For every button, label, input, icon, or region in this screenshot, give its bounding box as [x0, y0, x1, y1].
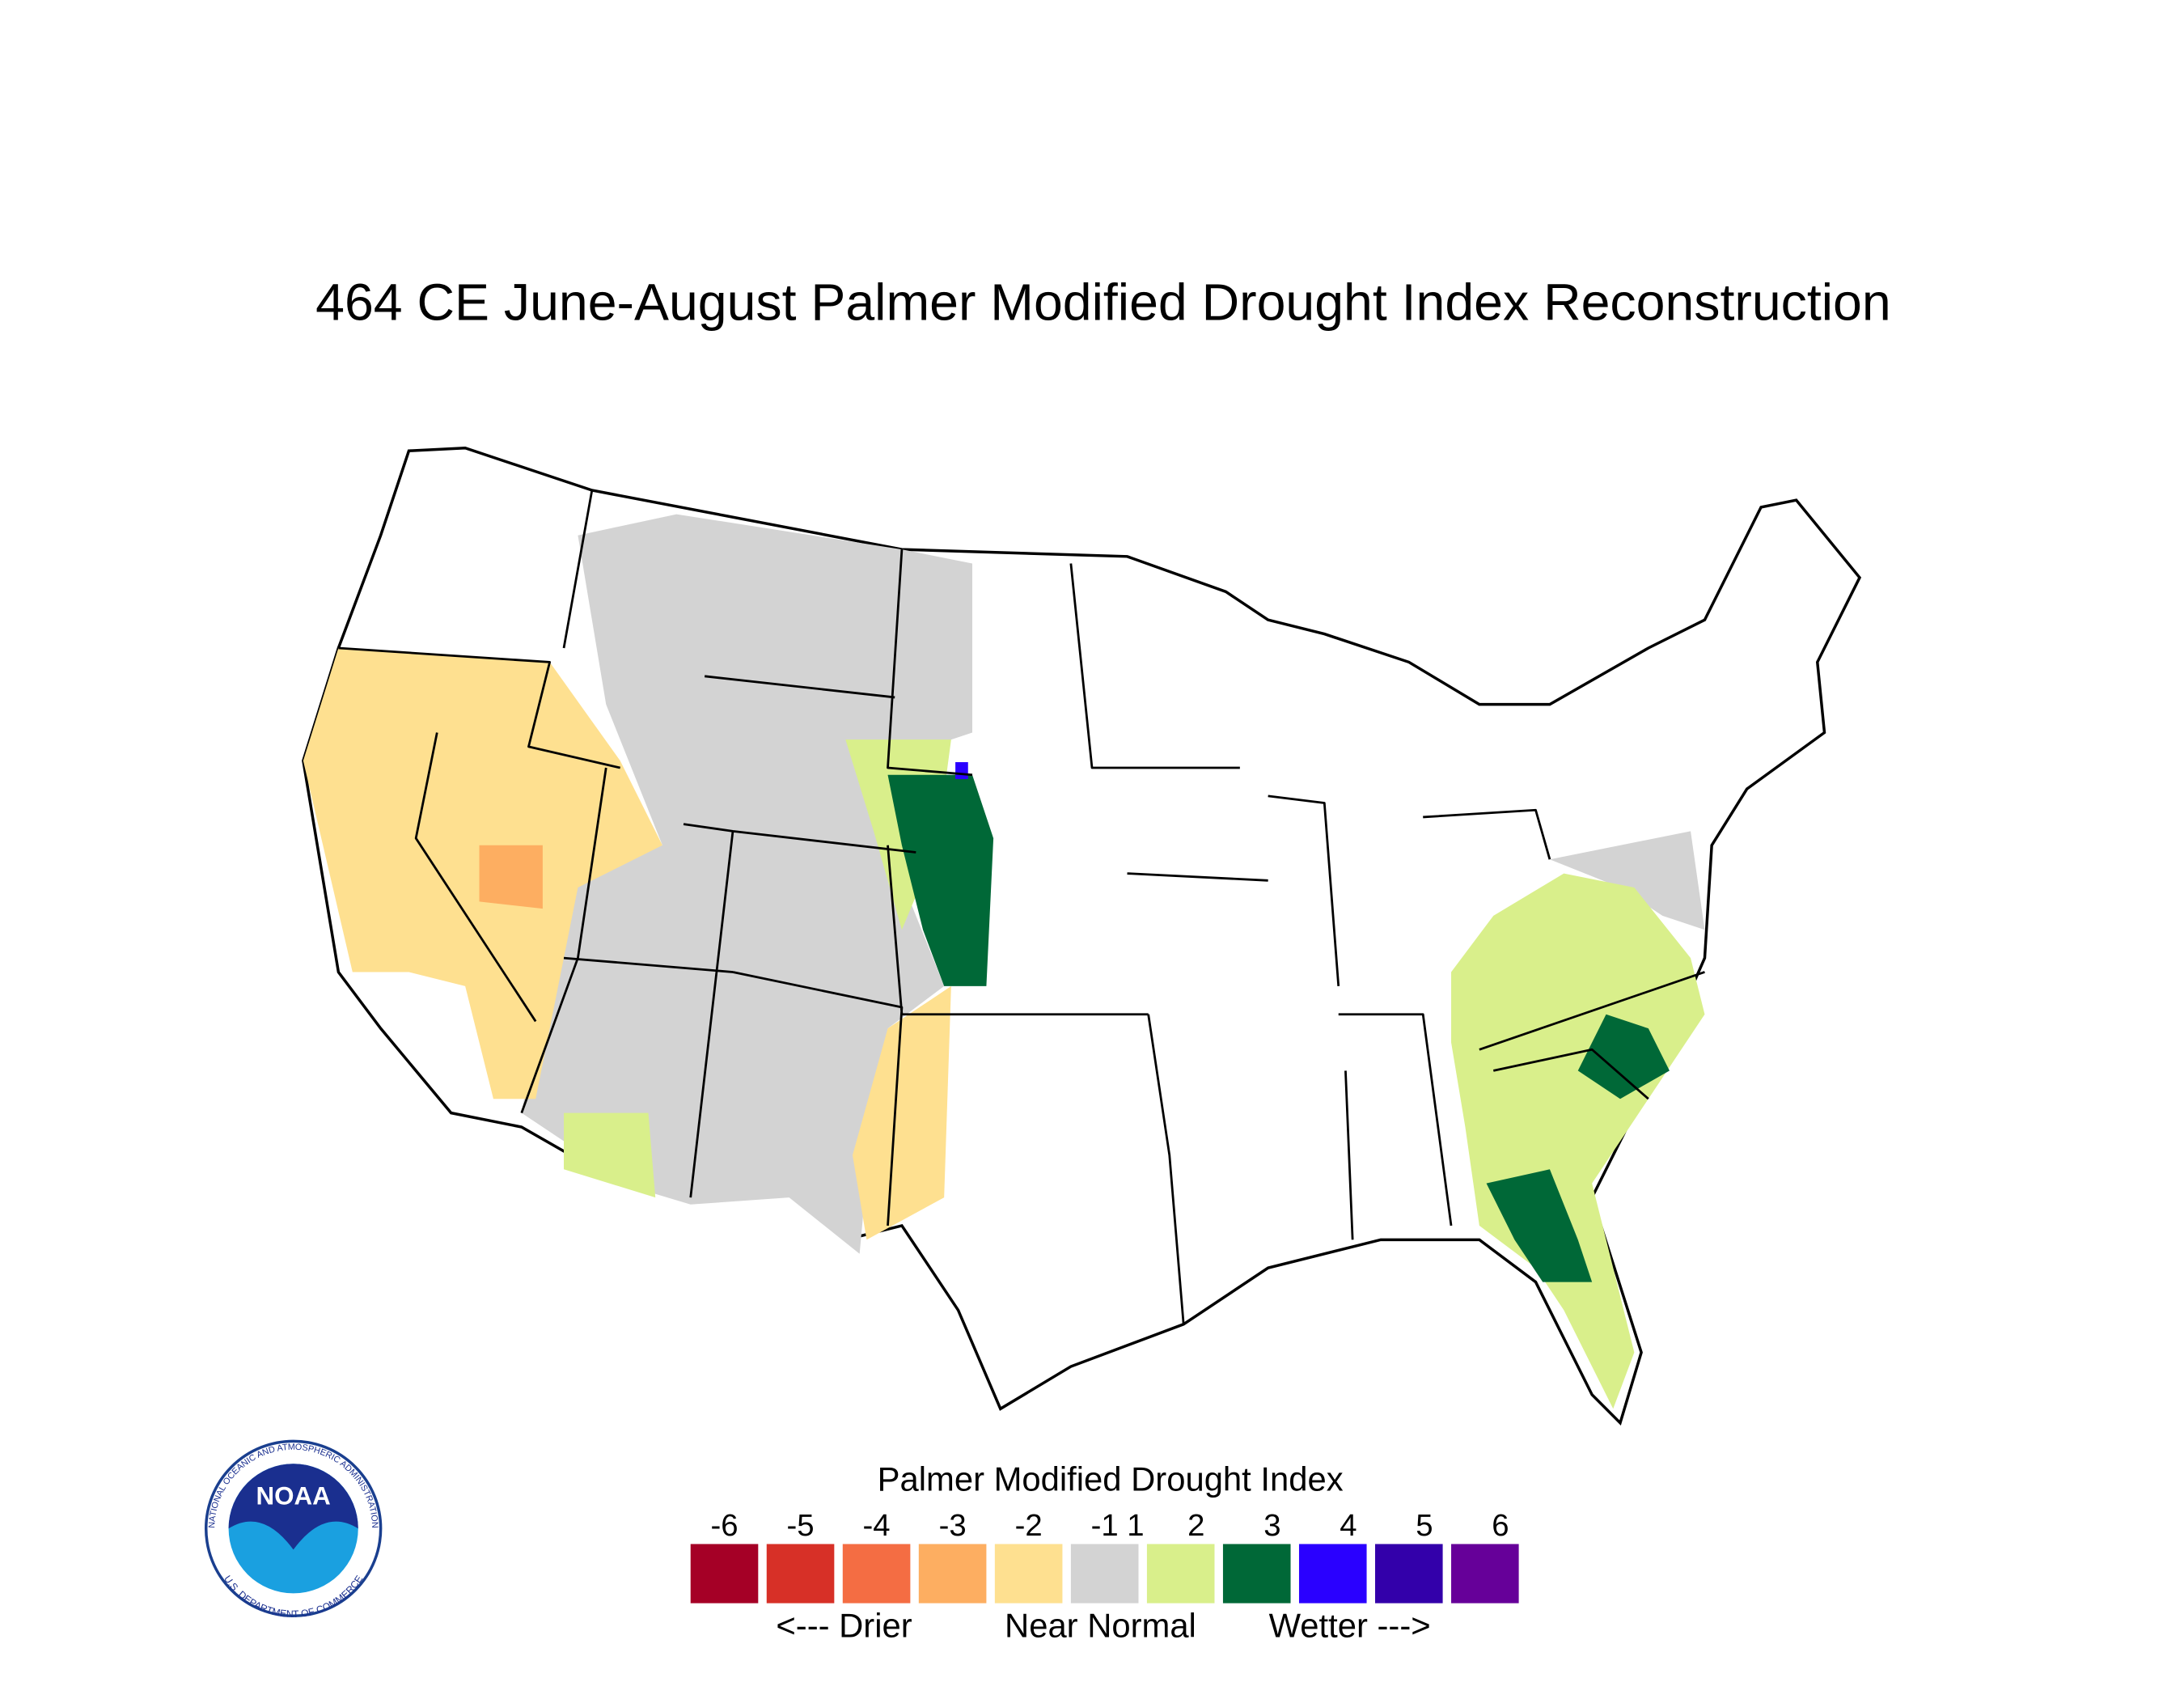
us-map: [302, 446, 1862, 1426]
legend-tick-label: -3: [939, 1508, 967, 1543]
legend-tick-label: -6: [710, 1508, 738, 1543]
noaa-logo: NOAA NATIONAL OCEANIC AND ATMOSPHERIC AD…: [204, 1439, 383, 1620]
legend: Palmer Modified Drought Index <--- Drier…: [690, 1460, 1519, 1644]
legend-wetter-label: Wetter --->: [1269, 1606, 1431, 1644]
legend-swatch: [1375, 1544, 1443, 1604]
legend-swatch: [1298, 1544, 1367, 1604]
very-wet-region: [887, 774, 994, 986]
wet-region: [564, 1112, 656, 1198]
title: 464 CE June-August Palmer Modified Droug…: [315, 273, 1891, 331]
legend-normal-label: Near Normal: [1005, 1606, 1196, 1644]
legend-swatch: [994, 1544, 1063, 1604]
legend-tick-label: -2: [1015, 1508, 1043, 1543]
legend-tick-label: 1: [1127, 1508, 1144, 1543]
legend-drier-label: <--- Drier: [776, 1606, 912, 1644]
legend-tick-label: 5: [1416, 1508, 1433, 1543]
legend-tick-label: -4: [863, 1508, 891, 1543]
moderate-dry-region: [479, 845, 543, 909]
legend-tick-label: 6: [1492, 1508, 1509, 1543]
legend-swatch: [766, 1544, 835, 1604]
legend-title: Palmer Modified Drought Index: [878, 1460, 1344, 1498]
legend-tick-label: 3: [1263, 1508, 1280, 1543]
legend-swatch: [690, 1544, 759, 1604]
legend-swatch: [842, 1544, 911, 1604]
very-wet-region: [1486, 1169, 1593, 1282]
extreme-wet-cell: [955, 762, 968, 779]
legend-swatch: [1451, 1544, 1519, 1604]
legend-swatch: [1146, 1544, 1215, 1604]
legend-swatch: [918, 1544, 987, 1604]
logo-name: NOAA: [256, 1482, 331, 1510]
legend-tick-label: -5: [787, 1508, 815, 1543]
state-borders: [338, 489, 1705, 1324]
legend-swatch: [1222, 1544, 1291, 1604]
near-normal-region: [1549, 831, 1705, 930]
legend-tick-label: -1: [1091, 1508, 1119, 1543]
logo-top: [228, 1464, 358, 1550]
dry-region: [852, 985, 951, 1240]
legend-swatch: [1070, 1544, 1139, 1604]
wet-region: [1451, 873, 1705, 1409]
legend-tick-label: 4: [1340, 1508, 1357, 1543]
near-normal-region: [521, 514, 972, 1254]
legend-tick-label: 2: [1187, 1508, 1204, 1543]
very-wet-region: [1577, 1014, 1670, 1099]
